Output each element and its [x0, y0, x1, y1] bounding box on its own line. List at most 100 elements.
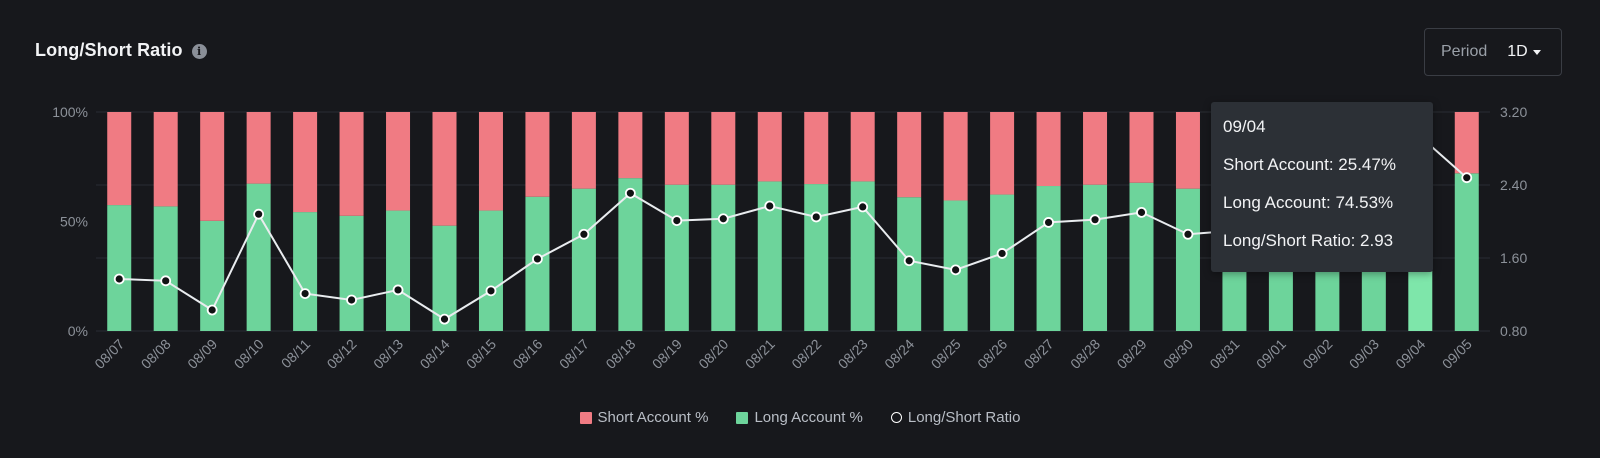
bar-long-08-20[interactable]	[711, 184, 736, 331]
legend-marker-ratio	[890, 412, 902, 423]
ratio-point-09-05[interactable]	[1461, 172, 1473, 184]
bar-short-08-14[interactable]	[432, 112, 457, 226]
ratio-point-08-26[interactable]	[996, 248, 1008, 259]
ratio-point-08-29[interactable]	[1136, 206, 1147, 218]
x-tick-label: 08/17	[556, 336, 592, 372]
bar-short-08-25[interactable]	[943, 112, 968, 201]
legend-item-ratio[interactable]: Long/Short Ratio	[890, 409, 1020, 426]
info-icon[interactable]: i	[191, 43, 207, 59]
period-selector[interactable]: Period 1D	[1424, 28, 1562, 76]
bar-short-08-16[interactable]	[525, 112, 550, 197]
x-tick-label: 08/25	[928, 336, 964, 372]
bar-short-08-07[interactable]	[107, 112, 132, 206]
bar-long-08-12[interactable]	[339, 215, 364, 331]
x-tick-label: 08/07	[91, 336, 127, 372]
x-tick-label: 09/04	[1392, 336, 1428, 372]
bar-long-08-19[interactable]	[664, 184, 689, 331]
bar-long-08-17[interactable]	[571, 188, 596, 331]
bar-short-08-29[interactable]	[1129, 112, 1154, 183]
y-right-tick-label: 3.20	[1500, 104, 1527, 120]
ratio-point-08-22[interactable]	[810, 211, 822, 223]
y-left-tick-label: 0%	[68, 323, 88, 339]
x-tick-label: 08/18	[602, 336, 638, 372]
bar-short-08-08[interactable]	[153, 112, 178, 207]
tooltip-date: 09/04	[1223, 117, 1266, 136]
x-tick-label: 08/23	[835, 336, 871, 372]
bar-long-08-13[interactable]	[386, 210, 411, 331]
bar-short-08-12[interactable]	[339, 112, 364, 216]
bar-short-08-23[interactable]	[850, 112, 875, 182]
bar-long-08-08[interactable]	[153, 206, 178, 331]
x-tick-label: 08/22	[788, 336, 824, 372]
chart-tooltip: 09/04 Short Account: 25.47% Long Account…	[1211, 102, 1433, 272]
bar-short-08-21[interactable]	[757, 112, 782, 182]
ratio-point-08-07[interactable]	[113, 273, 125, 285]
bar-short-08-18[interactable]	[618, 112, 643, 179]
ratio-point-08-24[interactable]	[903, 255, 915, 267]
tooltip-long: Long Account: 74.53%	[1223, 193, 1394, 212]
bar-short-08-13[interactable]	[386, 112, 411, 211]
bar-short-08-20[interactable]	[711, 112, 736, 185]
bar-short-08-09[interactable]	[200, 112, 225, 221]
bar-long-08-28[interactable]	[1083, 184, 1108, 331]
ratio-point-08-13[interactable]	[392, 284, 404, 296]
bar-short-08-15[interactable]	[478, 112, 503, 211]
ratio-point-08-17[interactable]	[578, 228, 590, 240]
bar-short-08-22[interactable]	[804, 112, 829, 185]
x-tick-label: 08/14	[417, 336, 453, 372]
ratio-point-08-23[interactable]	[857, 201, 869, 213]
ratio-point-08-27[interactable]	[1043, 217, 1054, 228]
ratio-point-08-09[interactable]	[206, 304, 218, 316]
ratio-point-08-15[interactable]	[485, 285, 497, 297]
ratio-point-08-25[interactable]	[950, 264, 962, 276]
bar-long-08-18[interactable]	[618, 178, 643, 331]
bar-long-08-11[interactable]	[293, 212, 318, 331]
ratio-point-08-12[interactable]	[346, 294, 357, 306]
tooltip-ratio: Long/Short Ratio: 2.93	[1223, 231, 1394, 250]
title-row: Long/Short Ratio i	[35, 40, 207, 61]
bar-short-08-19[interactable]	[664, 112, 689, 185]
ratio-point-08-20[interactable]	[717, 213, 729, 225]
bar-short-08-28[interactable]	[1083, 112, 1108, 185]
bar-short-08-27[interactable]	[1036, 112, 1061, 187]
ratio-point-08-28[interactable]	[1089, 214, 1101, 226]
bar-short-09-05[interactable]	[1454, 112, 1479, 174]
x-tick-label: 09/05	[1439, 336, 1475, 372]
ratio-point-08-21[interactable]	[764, 200, 776, 212]
period-value: 1D	[1507, 43, 1528, 60]
period-label: Period	[1441, 43, 1488, 60]
legend-item-long[interactable]: Long Account %	[736, 409, 863, 426]
bar-long-08-26[interactable]	[990, 194, 1015, 331]
bar-short-08-24[interactable]	[897, 112, 922, 198]
bar-short-08-11[interactable]	[293, 112, 318, 213]
ratio-point-08-18[interactable]	[624, 187, 636, 199]
chart-title: Long/Short Ratio	[35, 40, 183, 60]
ratio-point-08-10[interactable]	[253, 208, 265, 220]
bar-short-08-17[interactable]	[571, 112, 596, 189]
ratio-point-08-19[interactable]	[671, 215, 683, 226]
bar-long-08-07[interactable]	[107, 205, 132, 331]
ratio-point-08-08[interactable]	[160, 275, 172, 287]
ratio-point-08-14[interactable]	[439, 313, 450, 325]
bar-long-08-10[interactable]	[246, 183, 271, 331]
bar-long-08-15[interactable]	[478, 210, 503, 331]
ratio-point-08-11[interactable]	[299, 288, 311, 299]
ratio-point-08-30[interactable]	[1182, 228, 1194, 240]
y-left-tick-label: 100%	[52, 104, 88, 120]
bar-long-08-29[interactable]	[1129, 182, 1154, 331]
bar-long-08-22[interactable]	[804, 184, 829, 331]
tooltip-short: Short Account: 25.47%	[1223, 155, 1396, 174]
bar-short-08-10[interactable]	[246, 112, 271, 184]
x-tick-label: 09/02	[1299, 336, 1335, 372]
bar-short-08-30[interactable]	[1175, 112, 1200, 189]
bar-long-09-05[interactable]	[1454, 173, 1479, 331]
x-tick-label: 08/10	[231, 336, 267, 372]
legend-swatch-long	[736, 411, 749, 424]
x-tick-label: 08/20	[695, 336, 731, 372]
x-tick-label: 09/03	[1346, 336, 1382, 372]
bar-long-08-27[interactable]	[1036, 186, 1061, 331]
legend-item-short[interactable]: Short Account %	[579, 409, 708, 426]
ratio-point-08-16[interactable]	[532, 253, 543, 265]
bar-short-08-26[interactable]	[990, 112, 1015, 195]
bar-long-08-30[interactable]	[1175, 188, 1200, 331]
